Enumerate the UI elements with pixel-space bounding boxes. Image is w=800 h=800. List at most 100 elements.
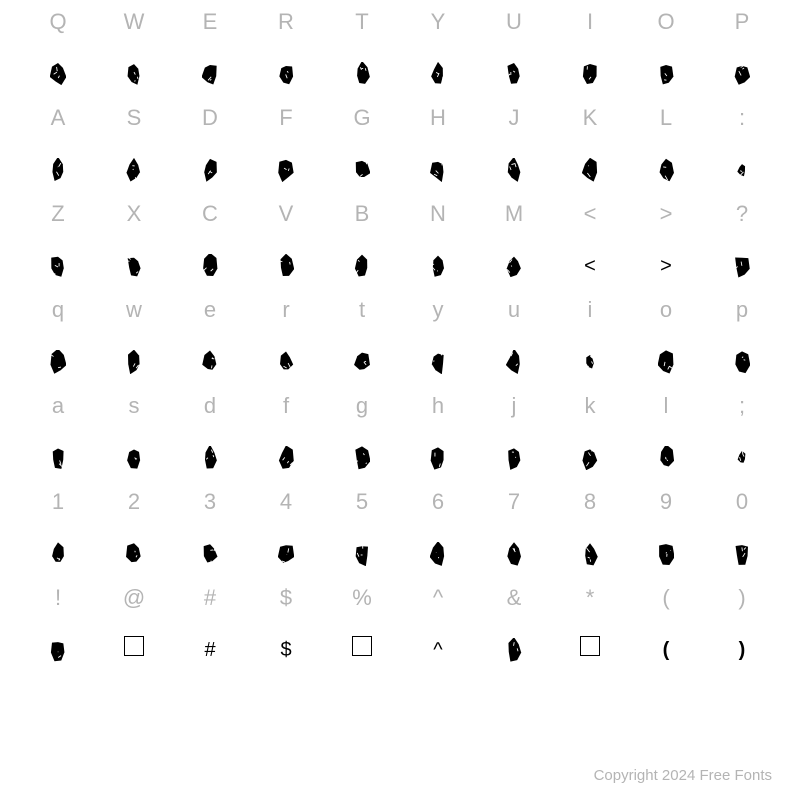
glyph-sample <box>658 534 674 574</box>
glyph-sample <box>126 534 142 574</box>
reference-char: 7 <box>508 488 520 516</box>
reference-char: @ <box>123 584 145 612</box>
glyph-sample <box>658 438 674 478</box>
glyph-sample <box>278 534 294 574</box>
reference-char: e <box>204 296 216 324</box>
reference-char: D <box>202 104 218 132</box>
glyph-sample <box>506 534 522 574</box>
glyph-sample <box>582 438 598 478</box>
glyph-sample <box>582 534 598 574</box>
reference-char: o <box>660 296 672 324</box>
char-cell: d <box>172 392 248 488</box>
char-cell: 1 <box>20 488 96 584</box>
char-cell: O <box>628 8 704 104</box>
glyph-sample <box>734 150 750 190</box>
glyph-sample <box>430 150 446 190</box>
char-cell: : <box>704 104 780 200</box>
glyph-sample <box>430 342 446 382</box>
char-cell: 4 <box>248 488 324 584</box>
char-cell: F <box>248 104 324 200</box>
char-cell: M <box>476 200 552 296</box>
reference-char: i <box>588 296 593 324</box>
reference-char: l <box>664 392 669 420</box>
char-cell: f <box>248 392 324 488</box>
glyph-sample: ( <box>663 630 670 670</box>
char-cell: T <box>324 8 400 104</box>
glyph-sample <box>506 246 522 286</box>
reference-char: N <box>430 200 446 228</box>
char-cell: o <box>628 296 704 392</box>
char-cell: @ <box>96 584 172 680</box>
glyph-sample <box>202 54 218 94</box>
reference-char: R <box>278 8 294 36</box>
char-cell: j <box>476 392 552 488</box>
reference-char: C <box>202 200 218 228</box>
char-cell: $$ <box>248 584 324 680</box>
glyph-sample <box>580 636 600 656</box>
char-cell: h <box>400 392 476 488</box>
char-cell: >> <box>628 200 704 296</box>
glyph-sample: > <box>660 246 672 286</box>
glyph-sample <box>50 534 66 574</box>
char-cell: 9 <box>628 488 704 584</box>
char-cell: & <box>476 584 552 680</box>
glyph-sample <box>354 438 370 478</box>
reference-char: 8 <box>584 488 596 516</box>
glyph-sample <box>354 150 370 190</box>
glyph-sample <box>50 342 66 382</box>
reference-char: K <box>583 104 598 132</box>
reference-char: I <box>587 8 593 36</box>
char-cell: H <box>400 104 476 200</box>
reference-char: 6 <box>432 488 444 516</box>
char-cell: N <box>400 200 476 296</box>
char-cell: s <box>96 392 172 488</box>
reference-char: J <box>509 104 520 132</box>
reference-char: 5 <box>356 488 368 516</box>
reference-char: y <box>433 296 444 324</box>
char-cell: a <box>20 392 96 488</box>
glyph-sample: ) <box>739 630 746 670</box>
reference-char: E <box>203 8 218 36</box>
reference-char: M <box>505 200 523 228</box>
glyph-sample <box>506 630 522 670</box>
glyph-sample: # <box>204 630 215 670</box>
glyph-sample <box>126 150 142 190</box>
reference-char: > <box>660 200 673 228</box>
reference-char: : <box>739 104 745 132</box>
char-cell: W <box>96 8 172 104</box>
reference-char: r <box>282 296 289 324</box>
char-cell: G <box>324 104 400 200</box>
glyph-sample <box>734 534 750 574</box>
char-cell: A <box>20 104 96 200</box>
reference-char: T <box>355 8 368 36</box>
reference-char: d <box>204 392 216 420</box>
glyph-sample <box>126 438 142 478</box>
reference-char: 3 <box>204 488 216 516</box>
glyph-sample <box>658 150 674 190</box>
reference-char: V <box>279 200 294 228</box>
reference-char: ! <box>55 584 61 612</box>
reference-char: U <box>506 8 522 36</box>
char-cell: y <box>400 296 476 392</box>
reference-char: # <box>204 584 216 612</box>
char-cell: w <box>96 296 172 392</box>
glyph-sample <box>202 246 218 286</box>
glyph-sample <box>278 150 294 190</box>
reference-char: H <box>430 104 446 132</box>
reference-char: % <box>352 584 372 612</box>
copyright-text: Copyright 2024 Free Fonts <box>594 767 772 784</box>
reference-char: p <box>736 296 748 324</box>
char-cell: * <box>552 584 628 680</box>
reference-char: A <box>51 104 66 132</box>
reference-char: Y <box>431 8 446 36</box>
char-cell: 6 <box>400 488 476 584</box>
reference-char: w <box>126 296 142 324</box>
reference-char: Z <box>51 200 64 228</box>
glyph-sample <box>430 534 446 574</box>
reference-char: 1 <box>52 488 64 516</box>
glyph-sample <box>734 246 750 286</box>
char-cell: Q <box>20 8 96 104</box>
reference-char: ^ <box>433 584 443 612</box>
glyph-sample <box>582 54 598 94</box>
glyph-sample <box>126 54 142 94</box>
